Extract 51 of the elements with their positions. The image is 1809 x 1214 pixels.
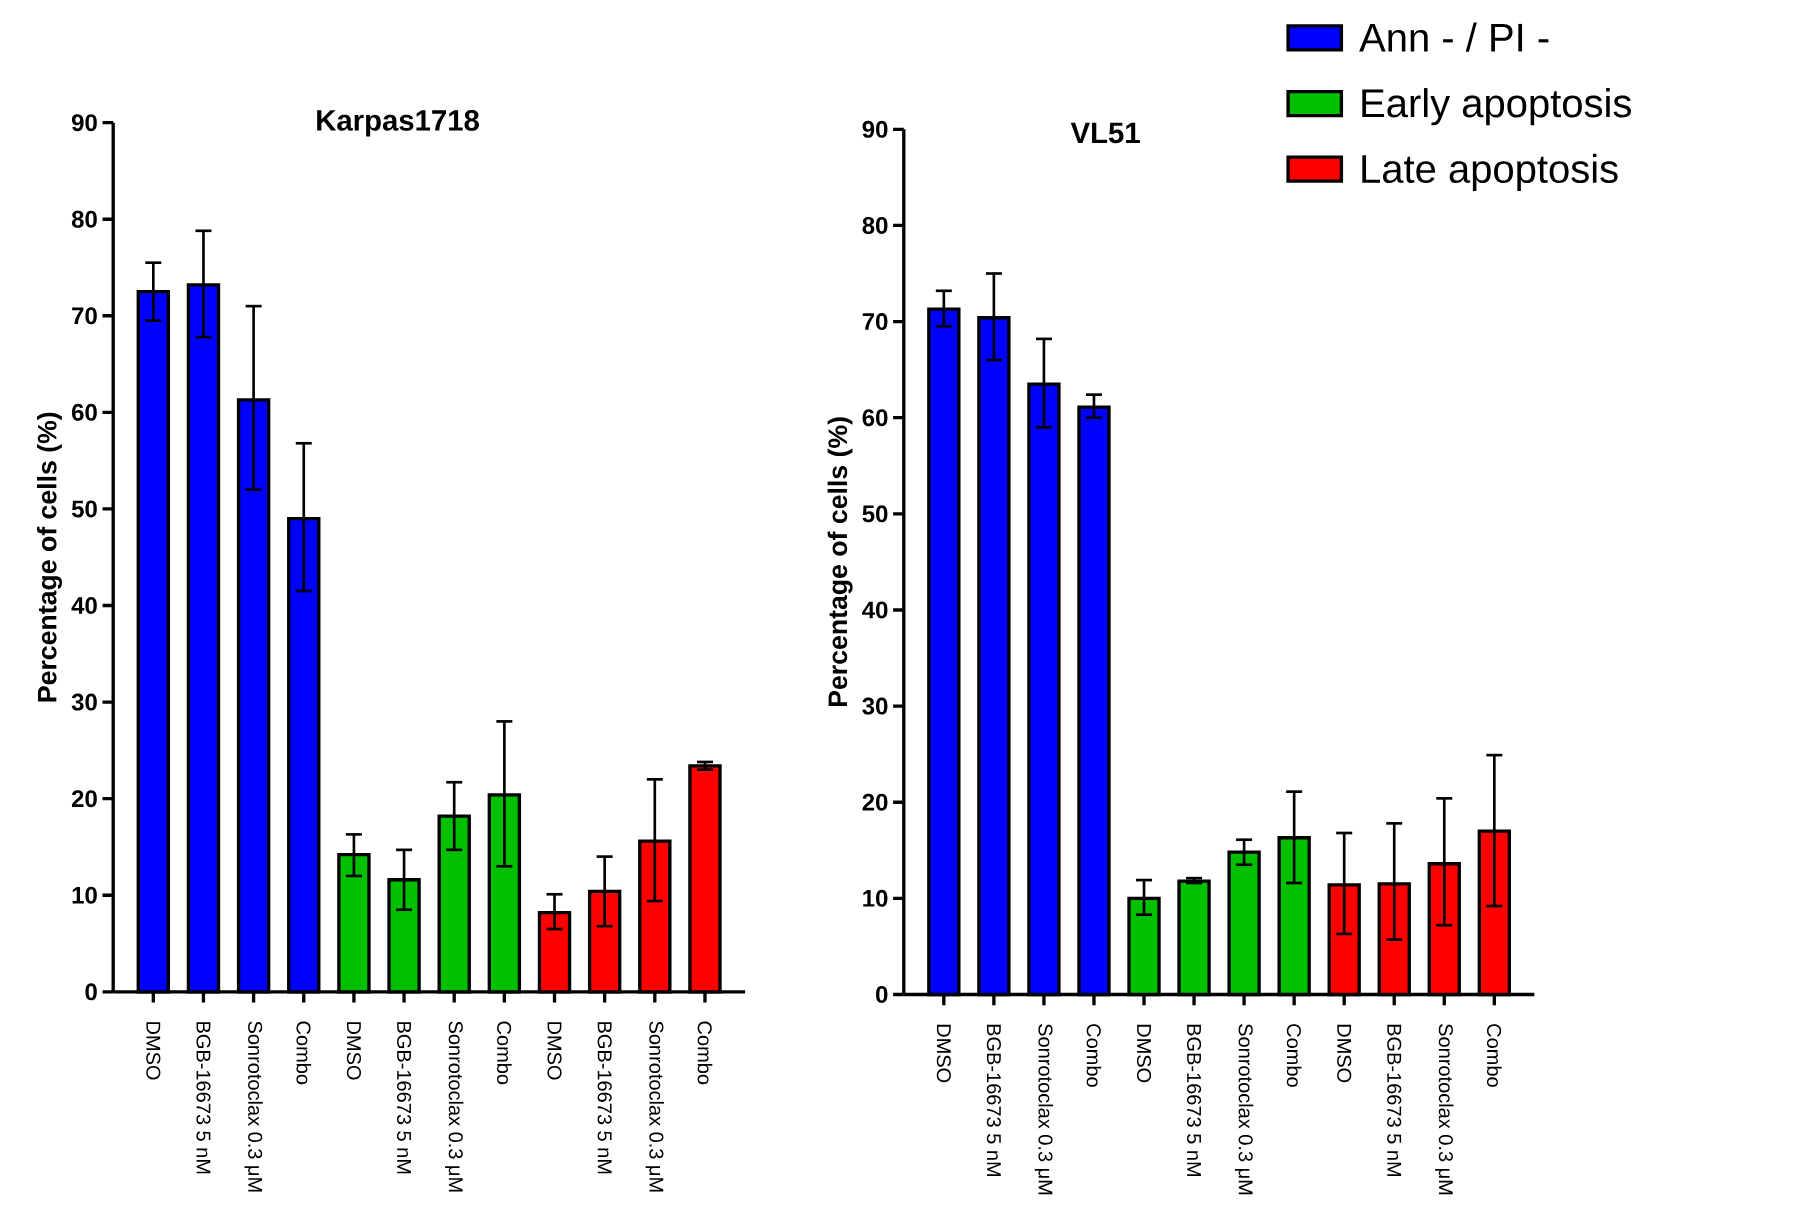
x-tick-label: Combo bbox=[497, 1021, 512, 1084]
legend-label: Ann - / PI - bbox=[1359, 22, 1549, 52]
y-tick-label: 50 bbox=[862, 505, 888, 523]
y-tick-label: 40 bbox=[862, 601, 888, 619]
y-tick-label: 0 bbox=[85, 983, 97, 1001]
y-axis-title: Percentage of cells (%) bbox=[827, 417, 853, 706]
y-tick-label: 60 bbox=[72, 403, 97, 421]
x-tick-label: Combo bbox=[1286, 1023, 1302, 1087]
x-tick-label: Sonrotoclax 0.3 μM bbox=[1034, 1023, 1054, 1194]
x-tick-label: Sonrotoclax 0.3 μM bbox=[1435, 1023, 1454, 1194]
x-tick-label: DMSO bbox=[1136, 1024, 1152, 1082]
x-tick-label: DMSO bbox=[547, 1021, 562, 1080]
x-tick-label: DMSO bbox=[936, 1024, 951, 1082]
y-tick-label: 10 bbox=[863, 889, 888, 907]
y-tick-label: 30 bbox=[71, 693, 97, 711]
x-tick-label: Combo bbox=[697, 1021, 713, 1084]
x-tick-label: Sonrotoclax 0.3 μM bbox=[645, 1021, 664, 1192]
y-tick-label: 70 bbox=[862, 312, 888, 330]
y-tick-label: 40 bbox=[71, 596, 97, 614]
legend-label: Late apoptosis bbox=[1362, 153, 1618, 191]
x-tick-label: BGB-16673 5 nM bbox=[986, 1024, 1001, 1176]
x-tick-label: Combo bbox=[296, 1021, 312, 1084]
x-tick-label: DMSO bbox=[346, 1021, 361, 1080]
y-tick-label: 20 bbox=[862, 793, 888, 811]
x-tick-label: Sonrotoclax 0.3 μM bbox=[1234, 1023, 1254, 1194]
y-tick-label: 30 bbox=[862, 697, 888, 715]
x-tick-label: BGB-16673 5 nM bbox=[1186, 1024, 1202, 1176]
chart-title: VL51 bbox=[1070, 122, 1140, 144]
x-tick-label: BGB-16673 5 nM bbox=[196, 1021, 211, 1174]
y-tick-label: 70 bbox=[72, 307, 97, 325]
y-tick-label: 20 bbox=[71, 789, 97, 807]
y-tick-label: 50 bbox=[71, 500, 97, 518]
x-tick-label: DMSO bbox=[146, 1021, 161, 1080]
y-tick-label: 10 bbox=[72, 886, 97, 904]
y-tick-label: 80 bbox=[71, 210, 97, 228]
y-tick-label: 0 bbox=[876, 985, 888, 1003]
y-tick-label: 60 bbox=[862, 408, 888, 426]
x-tick-label: Combo bbox=[1486, 1023, 1502, 1087]
y-tick-label: 90 bbox=[71, 113, 97, 131]
x-tick-label: Combo bbox=[1086, 1023, 1102, 1087]
x-tick-label: Sonrotoclax 0.3 μM bbox=[445, 1021, 464, 1192]
x-tick-label: BGB-16673 5 nM bbox=[597, 1021, 612, 1174]
y-axis-title: Percentage of cells (%) bbox=[37, 412, 62, 702]
legend-label: Early apoptosis bbox=[1362, 87, 1631, 126]
x-tick-label: BGB-16673 5 nM bbox=[396, 1021, 412, 1174]
x-tick-label: BGB-16673 5 nM bbox=[1387, 1024, 1402, 1176]
y-tick-label: 80 bbox=[862, 216, 888, 234]
x-tick-label: DMSO bbox=[1337, 1024, 1352, 1082]
y-tick-label: 90 bbox=[862, 120, 888, 138]
x-tick-label: Sonrotoclax 0.3 μM bbox=[244, 1021, 263, 1192]
chart-title: Karpas1718 bbox=[317, 109, 479, 137]
